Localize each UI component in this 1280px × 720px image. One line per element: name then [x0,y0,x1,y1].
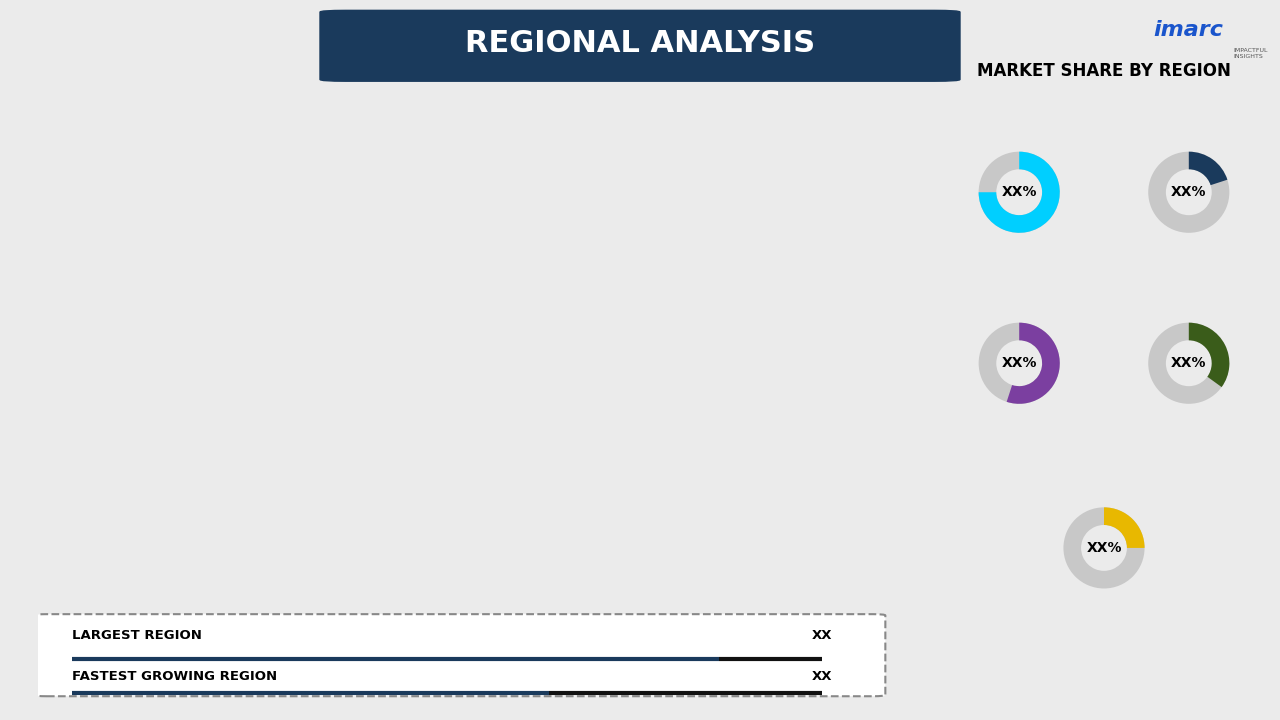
Wedge shape [1189,323,1229,387]
Wedge shape [1064,508,1144,588]
Text: REGIONAL ANALYSIS: REGIONAL ANALYSIS [465,29,815,58]
Text: XX%: XX% [1001,356,1037,370]
Text: XX%: XX% [1171,185,1207,199]
Wedge shape [979,152,1060,233]
Wedge shape [979,152,1060,233]
Wedge shape [979,323,1060,404]
FancyBboxPatch shape [320,10,960,81]
Wedge shape [1103,508,1144,548]
Text: MARKET SHARE BY REGION: MARKET SHARE BY REGION [977,62,1231,80]
Text: FASTEST GROWING REGION: FASTEST GROWING REGION [73,670,278,683]
Text: LARGEST REGION: LARGEST REGION [73,629,202,642]
Text: XX: XX [812,629,832,642]
Text: XX%: XX% [1087,541,1121,555]
Wedge shape [1148,152,1229,233]
FancyBboxPatch shape [35,614,886,696]
Text: XX%: XX% [1001,185,1037,199]
Text: XX%: XX% [1171,356,1207,370]
Wedge shape [1189,152,1228,185]
Text: XX: XX [812,670,832,683]
Wedge shape [1148,323,1229,404]
Wedge shape [1006,323,1060,404]
Text: IMPACTFUL
INSIGHTS: IMPACTFUL INSIGHTS [1234,48,1268,59]
Text: imarc: imarc [1153,20,1224,40]
